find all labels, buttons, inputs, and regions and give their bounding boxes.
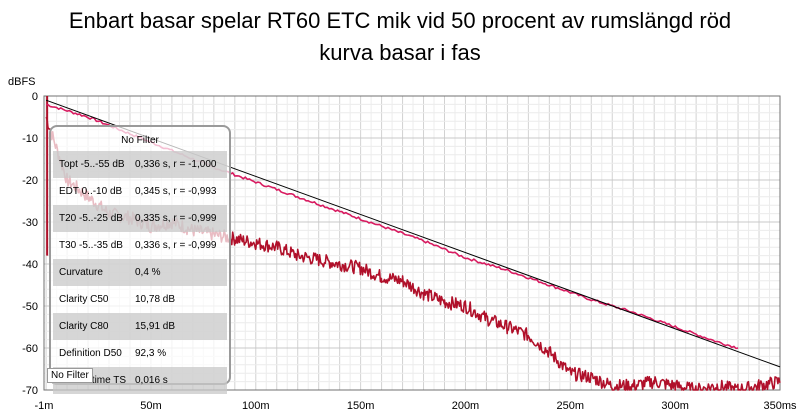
y-axis-label: dBFS	[8, 76, 36, 88]
stats-row-label: T30 -5..-35 dB	[59, 240, 123, 251]
y-tick-label: -60	[22, 343, 38, 355]
stats-row-value: 10,78 dB	[135, 294, 176, 305]
stats-row-value: 0,335 s, r = -0,999	[135, 213, 217, 224]
y-tick-label: -70	[22, 385, 38, 397]
stats-row-label: T20 -5..-25 dB	[59, 213, 123, 224]
stats-row-value: 0,4 %	[135, 267, 161, 278]
y-tick-label: -50	[22, 301, 38, 313]
stats-row-label: Curvature	[59, 267, 103, 278]
x-tick-label: 250m	[557, 400, 585, 412]
x-tick-label: 300m	[661, 400, 689, 412]
chart-title: Enbart basar spelar RT60 ETC mik vid 50 …	[68, 8, 732, 33]
stats-row-label: Definition D50	[59, 348, 122, 359]
stats-row-c80: Clarity C80 15,91 dB	[53, 313, 227, 340]
x-tick-label: 100m	[242, 400, 270, 412]
stats-row-edt: EDT 0..-10 dB 0,345 s, r = -0,993	[53, 178, 227, 205]
stats-row-label: Clarity C50	[59, 294, 109, 305]
stats-overlay[interactable]: No Filter Topt -5..-55 dB 0,336 s, r = -…	[49, 125, 231, 394]
stats-row-value: 0,336 s, r = -1,000	[135, 159, 217, 170]
stats-row-label: EDT 0..-10 dB	[59, 186, 123, 197]
stats-row-d50: Definition D50 92,3 %	[53, 340, 227, 367]
y-tick-label: 0	[32, 91, 38, 103]
stats-overlay-header: No Filter	[121, 135, 159, 146]
stats-row-value: 0,345 s, r = -0,993	[135, 186, 217, 197]
x-tick-label: 350ms	[763, 400, 797, 412]
stats-row-c50: Clarity C50 10,78 dB	[53, 286, 227, 313]
stats-row-t30: T30 -5..-35 dB 0,336 s, r = -0,999	[53, 232, 227, 259]
x-tick-label: 50m	[140, 400, 161, 412]
y-tick-label: -30	[22, 217, 38, 229]
stats-row-t20: T20 -5..-25 dB 0,335 s, r = -0,999	[53, 205, 227, 232]
stats-row-value: 0,016 s	[135, 375, 168, 386]
x-tick-label: 200m	[452, 400, 480, 412]
x-tick-label: 150m	[347, 400, 375, 412]
stats-row-curvature: Curvature 0,4 %	[53, 259, 227, 286]
x-tick-label: -1m	[35, 400, 54, 412]
stats-row-value: 0,336 s, r = -0,999	[135, 240, 217, 251]
chart-subtitle: kurva basar i fas	[319, 40, 481, 65]
legend-entry[interactable]: No Filter	[47, 368, 93, 383]
y-tick-label: -20	[22, 175, 38, 187]
stats-row-topt: Topt -5..-55 dB 0,336 s, r = -1,000	[53, 151, 227, 178]
plot-frame	[43, 95, 781, 391]
stats-row-label: Topt -5..-55 dB	[59, 159, 125, 170]
stats-row-value: 15,91 dB	[135, 321, 176, 332]
y-tick-label: -10	[22, 133, 38, 145]
stats-row-label: Clarity C80	[59, 321, 109, 332]
stats-row-value: 92,3 %	[135, 348, 167, 359]
y-tick-label: -40	[22, 259, 38, 271]
